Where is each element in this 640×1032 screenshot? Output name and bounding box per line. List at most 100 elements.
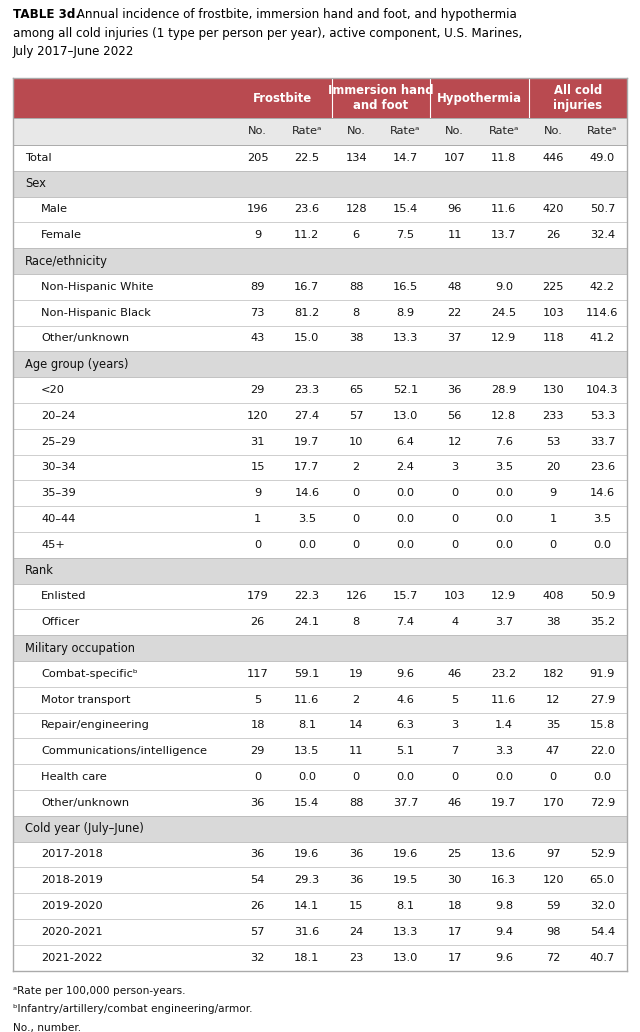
Text: 0.0: 0.0 [396,514,415,524]
Text: 7.6: 7.6 [495,437,513,447]
Bar [13,507,627,533]
Text: 12.9: 12.9 [492,333,516,344]
Text: 12: 12 [447,437,462,447]
Text: 2: 2 [353,695,360,705]
Text: 107: 107 [444,153,465,163]
Text: 14.6: 14.6 [294,488,319,498]
Text: 36: 36 [447,385,462,395]
Bar [13,146,627,171]
Text: 4: 4 [451,617,458,627]
Text: 13.3: 13.3 [393,333,418,344]
Text: 182: 182 [542,669,564,679]
Text: 24: 24 [349,927,364,937]
Text: 98: 98 [546,927,561,937]
Text: 26: 26 [250,617,265,627]
Text: Health care: Health care [41,772,107,782]
Text: 16.7: 16.7 [294,282,319,292]
Text: Officer: Officer [41,617,79,627]
Text: Race/ethnicity: Race/ethnicity [25,255,108,267]
Text: 31.6: 31.6 [294,927,319,937]
Text: 32.4: 32.4 [590,230,615,240]
Text: 196: 196 [247,204,268,215]
Text: Female: Female [41,230,82,240]
Text: 1: 1 [550,514,557,524]
Text: 18: 18 [447,901,462,911]
Text: 0.0: 0.0 [396,488,415,498]
Text: 0: 0 [353,772,360,782]
Text: 59: 59 [546,901,561,911]
Text: 17.7: 17.7 [294,462,319,473]
Text: 0: 0 [254,772,261,782]
Bar [13,249,627,275]
Text: 103: 103 [444,591,465,602]
Text: Age group (years): Age group (years) [25,358,129,370]
Text: 9.6: 9.6 [396,669,414,679]
Text: 35.2: 35.2 [589,617,615,627]
Text: 0: 0 [451,488,458,498]
Bar [13,378,627,404]
Text: 2021-2022: 2021-2022 [41,953,102,963]
Text: 19.6: 19.6 [294,849,319,860]
Bar [13,765,627,791]
Text: 1: 1 [254,514,261,524]
Text: 0: 0 [451,772,458,782]
Text: 15.4: 15.4 [294,798,319,808]
Text: 20–24: 20–24 [41,411,76,421]
Text: 0.0: 0.0 [396,540,415,550]
Text: No.: No. [544,127,563,136]
Text: 36: 36 [349,849,364,860]
Bar [13,868,627,894]
Text: 25: 25 [447,849,462,860]
Text: Rateᵃ: Rateᵃ [489,127,519,136]
Text: 9.4: 9.4 [495,927,513,937]
Text: 15: 15 [250,462,265,473]
Text: 35: 35 [546,720,561,731]
Text: Other/unknown: Other/unknown [41,333,129,344]
Text: 420: 420 [542,204,564,215]
Text: 11.8: 11.8 [491,153,516,163]
Text: 3.7: 3.7 [495,617,513,627]
Text: 27.9: 27.9 [589,695,615,705]
Text: July 2017–June 2022: July 2017–June 2022 [13,45,134,58]
Text: 15.7: 15.7 [393,591,418,602]
Text: Non-Hispanic Black: Non-Hispanic Black [41,308,151,318]
Text: 7: 7 [451,746,458,756]
Text: 48: 48 [447,282,462,292]
Text: 0: 0 [550,540,557,550]
Text: 37.7: 37.7 [393,798,418,808]
Text: 29.3: 29.3 [294,875,319,885]
Text: 25–29: 25–29 [41,437,76,447]
Text: 19.7: 19.7 [294,437,319,447]
Text: Annual incidence of frostbite, immersion hand and foot, and hypothermia: Annual incidence of frostbite, immersion… [73,8,517,21]
Text: 120: 120 [247,411,268,421]
Text: 42.2: 42.2 [590,282,615,292]
Text: 446: 446 [543,153,564,163]
Text: 96: 96 [447,204,462,215]
Text: 56: 56 [447,411,462,421]
Text: 126: 126 [346,591,367,602]
Text: 0: 0 [254,540,261,550]
Text: 81.2: 81.2 [294,308,319,318]
Text: 0: 0 [353,488,360,498]
Text: 9.0: 9.0 [495,282,513,292]
Text: 65.0: 65.0 [589,875,615,885]
Text: 11.2: 11.2 [294,230,319,240]
Text: 9: 9 [254,488,261,498]
Text: 23.6: 23.6 [590,462,615,473]
Text: 13.3: 13.3 [393,927,418,937]
Bar [13,558,627,584]
Text: Combat-specificᵇ: Combat-specificᵇ [41,669,138,679]
Text: 24.1: 24.1 [294,617,319,627]
Text: 9: 9 [550,488,557,498]
Text: 6.4: 6.4 [396,437,414,447]
Text: 128: 128 [346,204,367,215]
Text: Other/unknown: Other/unknown [41,798,129,808]
Text: 14.7: 14.7 [393,153,418,163]
Bar [13,791,627,816]
Text: 4.6: 4.6 [396,695,414,705]
Text: 8.1: 8.1 [396,901,415,911]
Bar [13,816,627,842]
Text: 65: 65 [349,385,364,395]
Text: 179: 179 [247,591,269,602]
Text: 45+: 45+ [41,540,65,550]
